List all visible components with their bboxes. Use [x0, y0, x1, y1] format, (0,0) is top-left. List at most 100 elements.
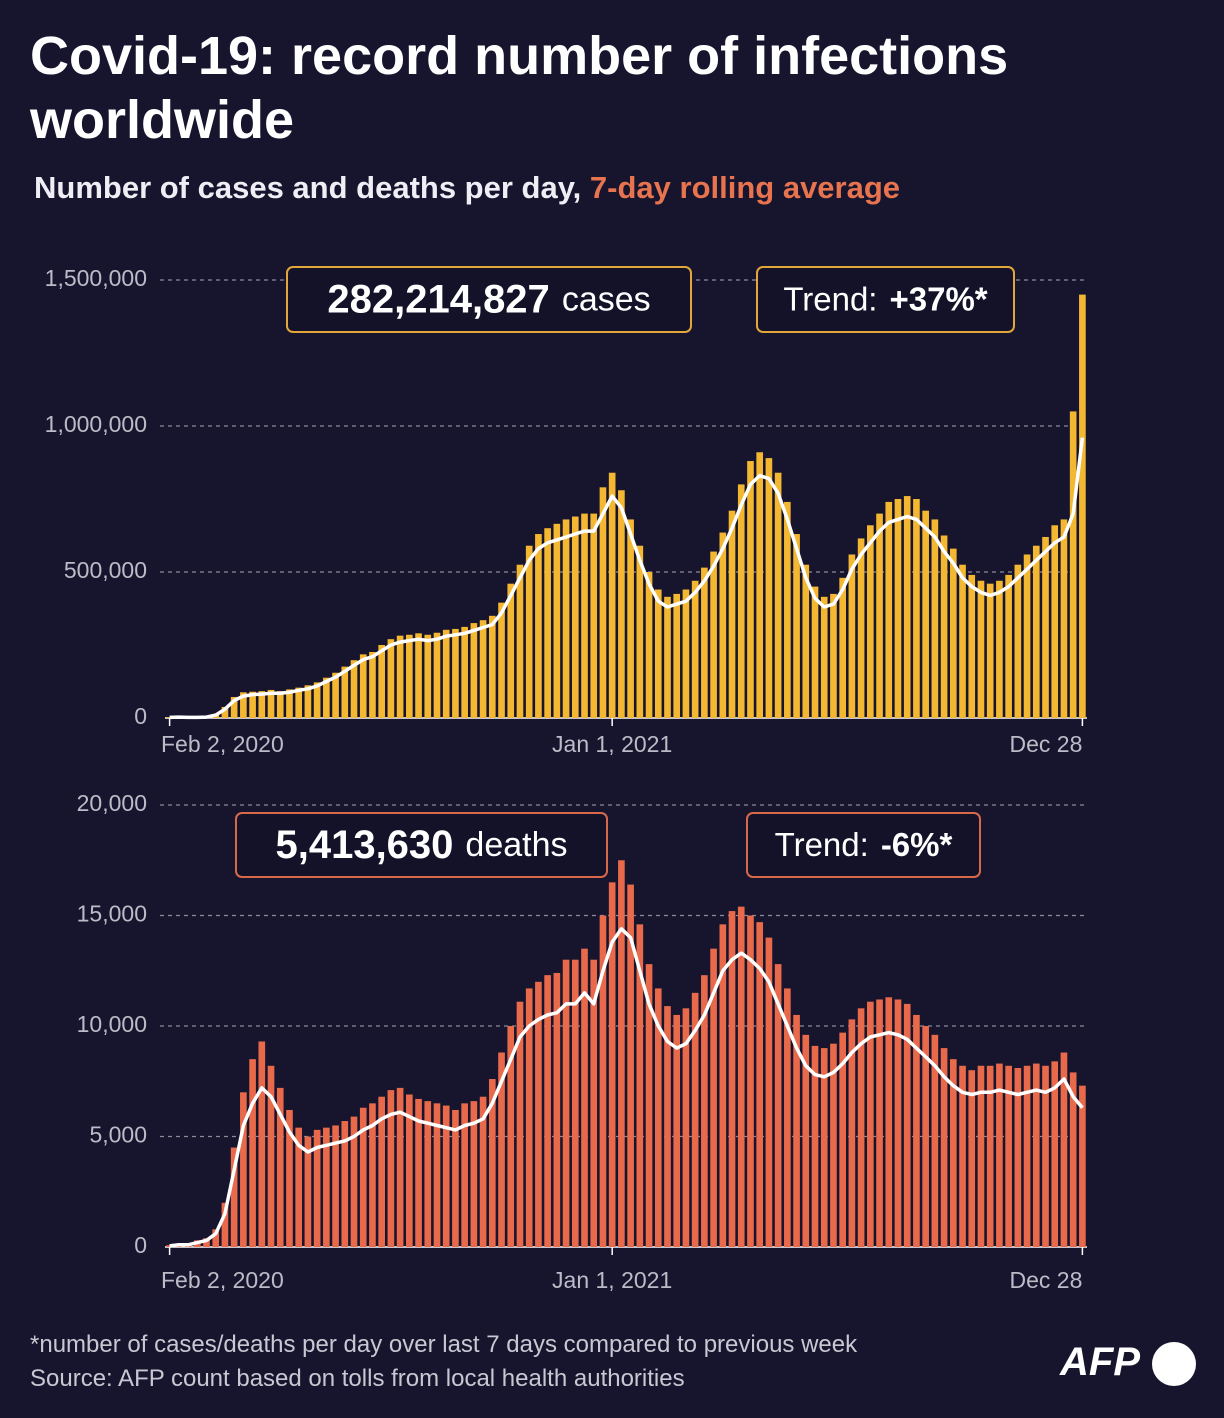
- total-value: 5,413,630: [275, 823, 453, 867]
- bar: [654, 988, 662, 1247]
- bar: [415, 633, 422, 718]
- bar: [618, 860, 625, 1247]
- bar: [442, 1105, 450, 1247]
- bar: [341, 1121, 349, 1247]
- bar: [913, 499, 920, 718]
- bar: [433, 1103, 441, 1247]
- bar: [673, 1014, 681, 1247]
- bar: [664, 1006, 671, 1247]
- bar: [913, 1014, 920, 1247]
- bar: [415, 1098, 422, 1247]
- bar: [636, 924, 644, 1247]
- bar: [820, 1048, 828, 1247]
- bar: [1051, 525, 1059, 718]
- bar: [1032, 1063, 1040, 1247]
- bar: [931, 519, 939, 718]
- bar: [230, 1147, 238, 1247]
- bar: [728, 510, 736, 718]
- bar: [249, 1059, 256, 1247]
- bar: [498, 1052, 505, 1247]
- bar: [286, 1109, 293, 1247]
- bar: [719, 924, 727, 1247]
- bar: [1060, 519, 1068, 718]
- bar: [848, 554, 856, 718]
- bar: [452, 1109, 459, 1247]
- bar: [525, 545, 533, 718]
- rolling-average-line: [169, 927, 1084, 1248]
- bar: [885, 501, 893, 718]
- bar: [737, 484, 745, 718]
- bar: [608, 472, 616, 718]
- bar: [830, 1043, 837, 1247]
- bar: [313, 682, 321, 718]
- bar: [461, 1103, 468, 1247]
- bar: [691, 992, 699, 1247]
- bar: [996, 580, 1003, 718]
- y-tick-label: 5,000: [89, 1122, 147, 1148]
- bar: [802, 564, 810, 718]
- charts: 0 500,000 1,000,000 1,500,000 Feb 2, 2020 Jan…: [45, 265, 1087, 1293]
- x-tick-label: Jan 1, 2021: [552, 1267, 672, 1293]
- bar: [1014, 564, 1022, 718]
- bar: [737, 906, 745, 1247]
- total-unit: cases: [562, 280, 651, 318]
- bar: [867, 1001, 874, 1247]
- bar: [719, 532, 727, 718]
- bar: [424, 1101, 432, 1247]
- bar: [581, 948, 588, 1247]
- trend-label: Trend:: [775, 826, 869, 863]
- bar: [240, 692, 247, 718]
- bar: [922, 1026, 929, 1247]
- bar: [802, 1034, 810, 1247]
- bar: [848, 1019, 856, 1247]
- bar: [406, 634, 413, 718]
- bar: [406, 1094, 413, 1247]
- bar: [571, 959, 579, 1247]
- trend-text: Trend: -6%*: [775, 826, 953, 863]
- bar: [378, 645, 385, 718]
- logo: AFP: [1060, 1340, 1140, 1384]
- bar: [627, 884, 634, 1247]
- bar: [571, 516, 579, 718]
- bar: [784, 988, 791, 1247]
- bar: [479, 1096, 487, 1247]
- y-tick-label: 1,000,000: [45, 411, 147, 437]
- bar: [258, 1041, 266, 1247]
- bar: [1069, 1072, 1077, 1247]
- trend-label: Trend:: [783, 280, 877, 317]
- bar: [977, 580, 985, 718]
- bar: [286, 689, 293, 718]
- bar: [940, 535, 948, 718]
- bar: [313, 1129, 321, 1247]
- trend-text: Trend: +37%*: [783, 280, 987, 317]
- subtitle-text: Number of cases and deaths per day,: [34, 170, 582, 205]
- bar: [166, 1245, 173, 1247]
- bar: [230, 696, 238, 718]
- bar: [793, 1014, 800, 1247]
- total-text: 282,214,827 cases: [327, 277, 650, 321]
- bar: [728, 911, 736, 1247]
- bar: [369, 652, 376, 718]
- total-box: [235, 812, 608, 878]
- total-text: 5,413,630 deaths: [275, 823, 567, 867]
- bar: [710, 948, 717, 1247]
- source: Source: AFP count based on tolls from lo…: [30, 1365, 685, 1392]
- bar: [774, 964, 782, 1247]
- bar: [949, 1059, 957, 1247]
- title: Covid-19: record number of infections wo…: [30, 26, 1009, 150]
- bar: [903, 1003, 911, 1247]
- bar: [249, 691, 256, 718]
- bar: [498, 602, 505, 718]
- bar: [747, 915, 754, 1247]
- subtitle-highlight: 7-day rolling average: [589, 170, 901, 205]
- bar: [645, 572, 653, 718]
- bar: [1042, 1065, 1049, 1247]
- bar: [350, 1116, 358, 1247]
- bar: [525, 988, 533, 1247]
- bar: [1079, 294, 1086, 718]
- bar: [276, 691, 284, 718]
- bar: [922, 510, 929, 718]
- bar: [876, 513, 883, 718]
- bar: [765, 937, 773, 1247]
- bar: [959, 564, 966, 718]
